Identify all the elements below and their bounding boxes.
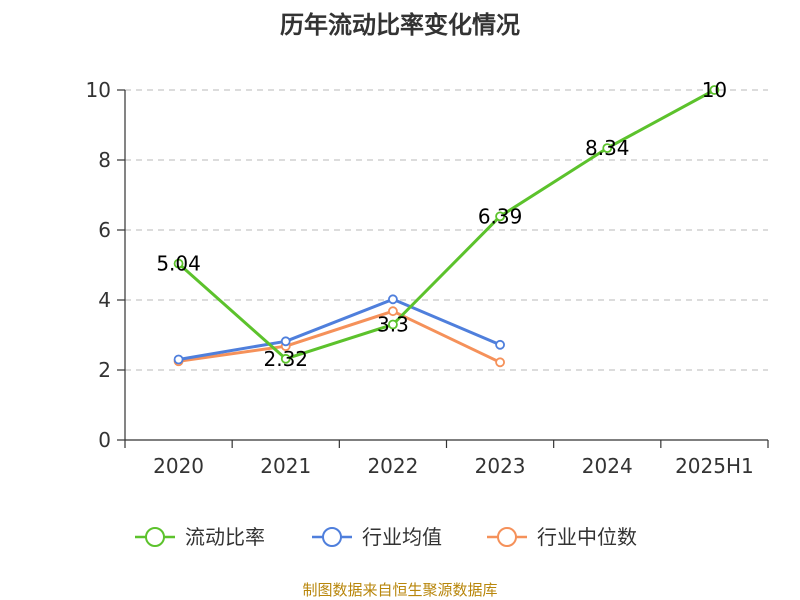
data-point xyxy=(602,143,613,154)
legend-label: 行业均值 xyxy=(362,525,442,549)
data-label: 3.3 xyxy=(377,313,409,337)
x-tick-label: 2020 xyxy=(153,454,204,478)
y-tick-label: 6 xyxy=(98,218,111,242)
source-note: 制图数据来自恒生聚源数据库 xyxy=(302,581,497,599)
axes: 0 2 4 6 8 10 2020 2021 2022 2023 2024 2025H1 xyxy=(86,78,769,478)
data-label: 6.39 xyxy=(478,204,523,228)
data-point xyxy=(280,336,291,347)
legend-marker-icon xyxy=(145,527,165,547)
legend-marker-icon xyxy=(497,527,517,547)
legend[interactable]: 流动比率 行业均值 行业中位数 xyxy=(135,525,637,549)
grid-lines xyxy=(125,89,768,371)
y-tick-label: 2 xyxy=(98,358,111,382)
x-tick-label: 2025H1 xyxy=(675,454,754,478)
x-tick-label: 2023 xyxy=(475,454,526,478)
legend-label: 行业中位数 xyxy=(537,525,637,549)
y-tick-label: 4 xyxy=(98,288,111,312)
data-point xyxy=(495,339,505,350)
series-1 xyxy=(173,294,505,365)
data-point xyxy=(388,306,398,317)
x-tick-label: 2022 xyxy=(367,454,418,478)
data-point xyxy=(388,319,398,330)
data-label: 5.04 xyxy=(156,252,201,276)
x-tick-label: 2021 xyxy=(260,454,311,478)
y-tick-label: 0 xyxy=(98,428,111,452)
series-2 xyxy=(173,306,505,368)
legend-item-1[interactable]: 行业均值 xyxy=(312,525,442,549)
legend-label: 流动比率 xyxy=(185,525,265,549)
data-point xyxy=(495,357,505,368)
series-group xyxy=(173,85,720,368)
data-label: 8.34 xyxy=(585,136,630,160)
data-label: 2.32 xyxy=(263,347,308,371)
data-label: 10 xyxy=(702,78,727,102)
data-point xyxy=(173,258,184,269)
data-point xyxy=(388,294,398,305)
series-line xyxy=(178,309,501,364)
data-point xyxy=(495,211,505,222)
legend-item-2[interactable]: 行业中位数 xyxy=(487,525,637,549)
series-line xyxy=(178,297,501,361)
data-point xyxy=(173,354,184,365)
data-point xyxy=(280,353,291,364)
x-tick-label: 2024 xyxy=(582,454,633,478)
legend-item-0[interactable]: 流动比率 xyxy=(135,525,265,549)
series-line xyxy=(177,88,716,361)
series-0 xyxy=(173,85,720,364)
legend-marker-icon xyxy=(322,527,342,547)
data-labels: 5.04 2.32 3.3 6.39 8.34 10 xyxy=(156,78,727,371)
y-tick-label: 10 xyxy=(86,78,111,102)
data-point xyxy=(709,85,720,95)
y-tick-label: 8 xyxy=(98,148,111,172)
chart-title: 历年流动比率变化情况 xyxy=(280,11,520,39)
